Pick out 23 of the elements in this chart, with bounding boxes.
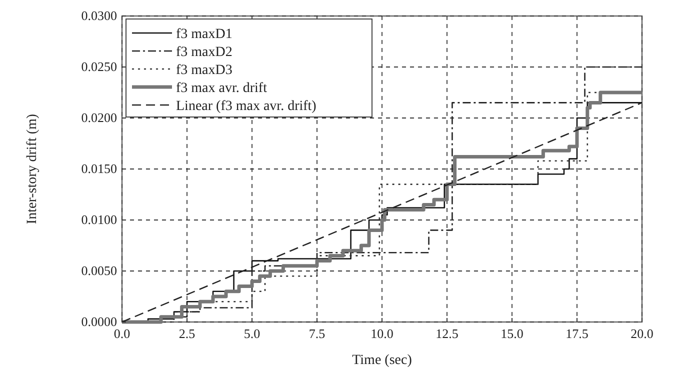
y-tick-label: 0.0200 (81, 110, 117, 125)
legend-label: f3 maxD1 (176, 27, 232, 42)
y-axis-title: Inter-story drift (m) (25, 114, 40, 224)
legend-label: f3 max avr. drift (176, 81, 268, 96)
legend-label: f3 maxD3 (176, 63, 232, 78)
y-tick-label: 0.0100 (81, 212, 117, 227)
x-axis-title: Time (sec) (352, 353, 412, 368)
legend-label: Linear (f3 max avr. drift) (176, 99, 317, 114)
y-tick-label: 0.0050 (81, 263, 117, 278)
x-tick-label: 12.5 (436, 326, 458, 341)
y-tick-label: 0.0000 (81, 314, 117, 329)
x-tick-label: 5.0 (244, 326, 260, 341)
y-tick-label: 0.0150 (81, 161, 117, 176)
x-tick-label: 7.5 (308, 326, 326, 341)
legend-label: f3 maxD2 (176, 45, 232, 60)
x-tick-label: 2.5 (178, 326, 196, 341)
y-tick-label: 0.0300 (81, 8, 117, 23)
x-tick-label: 15.0 (500, 326, 524, 341)
y-tick-label: 0.0250 (81, 59, 117, 74)
x-tick-label: 0.0 (114, 326, 130, 341)
x-tick-label: 17.5 (566, 326, 588, 341)
x-tick-label: 20.0 (630, 326, 654, 341)
x-tick-label: 10.0 (370, 326, 394, 341)
